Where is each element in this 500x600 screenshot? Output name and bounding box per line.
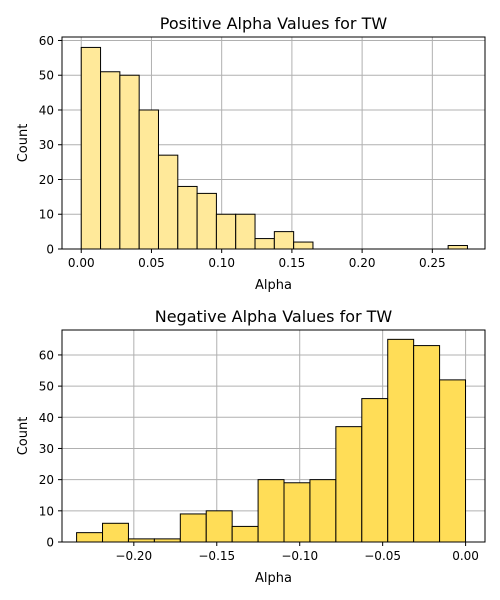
chart-title: Positive Alpha Values for TW [160,14,388,33]
histogram-bar [447,245,468,250]
x-tick-label: −0.15 [198,549,235,563]
histogram-bars [76,338,467,543]
x-tick-label: 0.10 [208,256,235,270]
histogram-bar [273,231,295,250]
chart-positive-alpha: 0.00 0.05 0.10 0.15 0.20 0.25 0 10 20 30 40 50 60 P… [16,14,486,293]
y-tick-label: 50 [39,380,54,394]
y-ticks: 0 10 20 30 40 50 60 [39,348,62,550]
y-tick-label: 60 [39,348,54,362]
histogram-bar [205,510,233,543]
y-tick-label: 30 [39,442,54,456]
y-axis-label: Count [16,124,31,163]
x-tick-label: −0.10 [281,549,318,563]
y-tick-label: 0 [46,536,54,550]
histogram-bar [439,379,467,543]
x-tick-label: 0.15 [279,256,306,270]
histogram-bar [179,513,207,543]
chart-negative-alpha: −0.20 −0.15 −0.10 −0.05 0.00 0 10 20 30 40 50 60 N… [16,307,486,586]
histogram-bar [235,213,256,250]
histogram-bar [80,46,102,250]
histogram-bar [231,525,259,543]
x-tick-label: 0.05 [138,256,165,270]
x-tick-label: −0.05 [364,549,401,563]
histogram-bar [254,238,275,250]
histogram-bar [257,479,285,543]
histogram-bar [157,154,179,250]
histogram-bar [102,522,129,543]
histogram-bar [283,482,311,543]
y-tick-label: 60 [39,34,54,48]
x-tick-label: 0.00 [452,549,479,563]
y-tick-label: 50 [39,69,54,83]
chart-title: Negative Alpha Values for TW [155,307,393,326]
y-tick-label: 10 [39,208,54,222]
histogram-bar [138,109,159,250]
plot-frame [61,329,486,543]
x-ticks: 0.00 0.05 0.10 0.15 0.20 0.25 [68,249,446,270]
histogram-bar [361,398,389,543]
histogram-bar [293,241,314,250]
histogram-bar [119,74,140,250]
histogram-bar [100,71,121,250]
x-axis-label: Alpha [255,571,292,586]
x-tick-label: 0.20 [349,256,376,270]
x-ticks: −0.20 −0.15 −0.10 −0.05 0.00 [115,542,479,563]
histogram-bar [196,192,217,250]
y-ticks: 0 10 20 30 40 50 60 [39,34,62,257]
histogram-bar [309,479,337,543]
histogram-bars [80,46,468,250]
x-tick-label: 0.00 [68,256,95,270]
x-tick-label: 0.25 [419,256,446,270]
x-axis-label: Alpha [255,278,292,293]
histogram-bar [335,426,363,543]
y-tick-label: 40 [39,103,54,117]
y-tick-label: 30 [39,138,54,152]
y-tick-label: 40 [39,411,54,425]
histogram-bar [76,532,104,543]
histogram-bar [413,345,441,543]
histogram-bar [387,338,415,543]
y-axis-label: Count [16,417,31,456]
y-tick-label: 0 [46,243,54,257]
y-tick-label: 10 [39,504,54,518]
x-tick-label: −0.20 [115,549,152,563]
histogram-bar [177,185,198,250]
histogram-bar [215,213,237,250]
y-tick-label: 20 [39,173,54,187]
plot-frame [61,36,486,250]
y-tick-label: 20 [39,473,54,487]
